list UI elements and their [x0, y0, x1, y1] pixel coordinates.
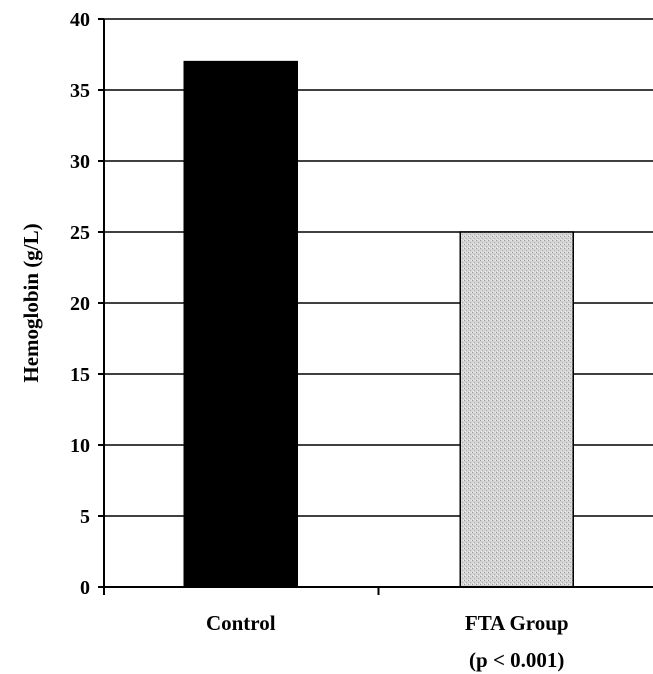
y-tick-label: 25 — [70, 222, 90, 244]
x-category-label: Control — [206, 611, 276, 635]
x-category-note: (p < 0.001) — [469, 648, 564, 672]
x-category-labels: Control FTA Group (p < 0.001) — [206, 611, 569, 672]
y-tick-label: 10 — [70, 435, 90, 457]
axes — [98, 18, 653, 595]
y-tick-label: 0 — [80, 577, 90, 599]
y-tick-label: 40 — [70, 9, 90, 31]
y-tick-label: 15 — [70, 364, 90, 386]
y-tick-label: 5 — [80, 506, 90, 528]
y-tick-label: 20 — [70, 293, 90, 315]
bar-fta-group — [459, 231, 574, 588]
y-axis-title: Hemoglobin (g/L) — [19, 223, 43, 382]
bars — [183, 60, 574, 588]
y-tick-label: 30 — [70, 151, 90, 173]
y-tick-labels: 0 5 10 15 20 25 30 35 40 — [70, 9, 90, 599]
bar-control — [183, 60, 298, 588]
x-category-label: FTA Group — [465, 611, 569, 635]
y-tick-label: 35 — [70, 80, 90, 102]
